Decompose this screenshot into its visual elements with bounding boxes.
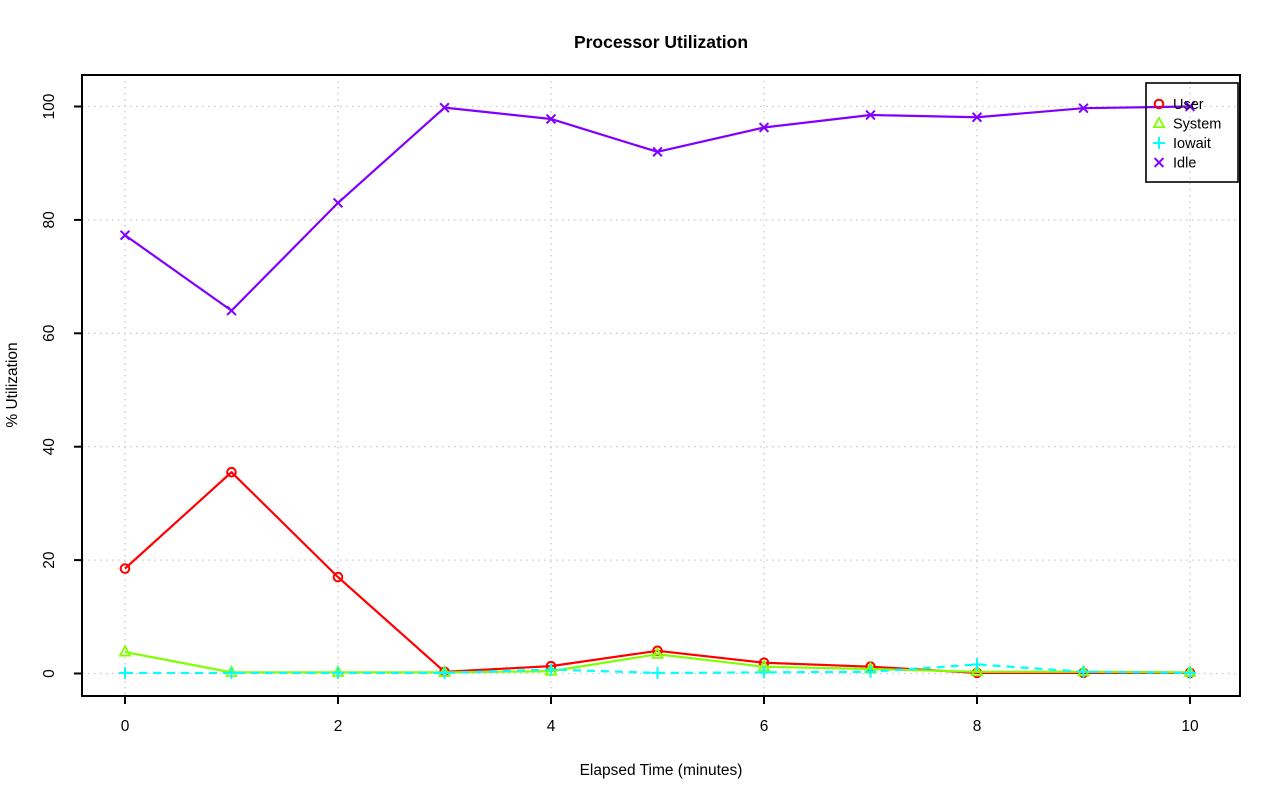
marker-iowait <box>1184 666 1196 679</box>
marker-user-glyph <box>226 466 237 478</box>
marker-user <box>332 571 344 583</box>
marker-idle <box>119 230 131 241</box>
y-tick-label: 100 <box>41 93 58 119</box>
legend-symbol-iowait <box>1153 137 1165 149</box>
marker-idle <box>1184 101 1196 112</box>
marker-iowait <box>119 666 131 679</box>
marker-idle <box>439 102 450 113</box>
legend-symbol-user-glyph <box>1153 98 1165 110</box>
marker-idle-glyph <box>332 197 344 208</box>
marker-idle <box>545 113 557 125</box>
marker-iowait <box>1077 665 1090 678</box>
marker-idle-glyph <box>545 113 557 125</box>
marker-idle-glyph <box>226 305 237 316</box>
marker-iowait <box>332 666 344 679</box>
legend-item-iowait: Iowait <box>1153 136 1211 152</box>
marker-system-glyph <box>650 646 665 659</box>
y-tick-label: 60 <box>41 324 58 342</box>
legend-layer: User System Iowait Idle <box>1145 82 1239 183</box>
marker-idle <box>758 122 770 133</box>
legend-label-idle: Idle <box>1173 156 1196 172</box>
marker-user-glyph <box>332 571 344 583</box>
legend-box <box>1145 82 1239 183</box>
y-tick-label: 40 <box>41 438 58 456</box>
y-axis-label: % Utilization <box>4 342 21 427</box>
series-line-system <box>124 650 1191 674</box>
legend-symbol-idle <box>1153 157 1165 168</box>
marker-idle-glyph <box>652 146 663 157</box>
marker-iowait <box>438 666 451 679</box>
marker-idle-glyph <box>439 102 450 113</box>
marker-iowait <box>971 658 983 671</box>
marker-idle-glyph <box>1078 103 1089 114</box>
y-tick-label: 0 <box>41 669 58 678</box>
legend-symbol-idle-glyph <box>1153 157 1165 168</box>
marker-idle <box>971 112 983 123</box>
marker-idle <box>226 305 237 316</box>
legend-item-user: User <box>1153 97 1204 113</box>
marker-user <box>119 563 131 574</box>
x-tick-label: 10 <box>1181 718 1199 735</box>
marker-idle <box>865 109 876 121</box>
marker-system <box>970 664 984 677</box>
y-tick-label: 20 <box>41 551 58 569</box>
marker-iowait <box>864 665 877 678</box>
marker-idle-glyph <box>758 122 770 133</box>
marker-idle <box>1078 103 1089 114</box>
x-tick-label: 4 <box>547 718 556 735</box>
marker-iowait <box>651 666 664 679</box>
marker-iowait <box>225 666 238 679</box>
x-tick-label: 8 <box>973 718 982 735</box>
marker-user-glyph <box>119 563 131 574</box>
marker-idle <box>332 197 344 208</box>
legend-label-iowait: Iowait <box>1173 136 1211 152</box>
x-tick-label: 2 <box>334 718 343 735</box>
y-tick-label: 80 <box>41 211 58 229</box>
marker-system-glyph <box>970 664 984 677</box>
legend-label-system: System <box>1173 117 1221 133</box>
legend-symbol-user <box>1153 98 1165 110</box>
marker-system <box>118 644 132 657</box>
series-layer <box>118 101 1197 679</box>
marker-system-glyph <box>118 644 132 657</box>
marker-user <box>226 466 237 478</box>
plot-border <box>81 74 1241 697</box>
x-axis-label: Elapsed Time (minutes) <box>580 762 743 779</box>
marker-iowait <box>758 666 770 679</box>
series-line-user <box>124 471 1190 675</box>
marker-idle-glyph <box>865 109 876 121</box>
x-tick-label: 6 <box>760 718 769 735</box>
legend-symbol-system-glyph <box>1152 116 1166 128</box>
marker-idle-glyph <box>1184 101 1196 112</box>
marker-system <box>650 646 665 659</box>
marker-idle-glyph <box>119 230 131 241</box>
marker-idle <box>652 146 663 157</box>
x-tick-label: 0 <box>121 718 130 735</box>
marker-iowait <box>545 663 557 676</box>
marker-idle-glyph <box>971 112 983 123</box>
legend-item-idle: Idle <box>1153 156 1196 172</box>
chart-title: Processor Utilization <box>574 32 748 52</box>
grid-layer <box>82 75 1240 696</box>
legend-label-user: User <box>1173 97 1204 113</box>
legend-item-system: System <box>1152 116 1221 133</box>
legend-symbol-system <box>1152 116 1166 128</box>
